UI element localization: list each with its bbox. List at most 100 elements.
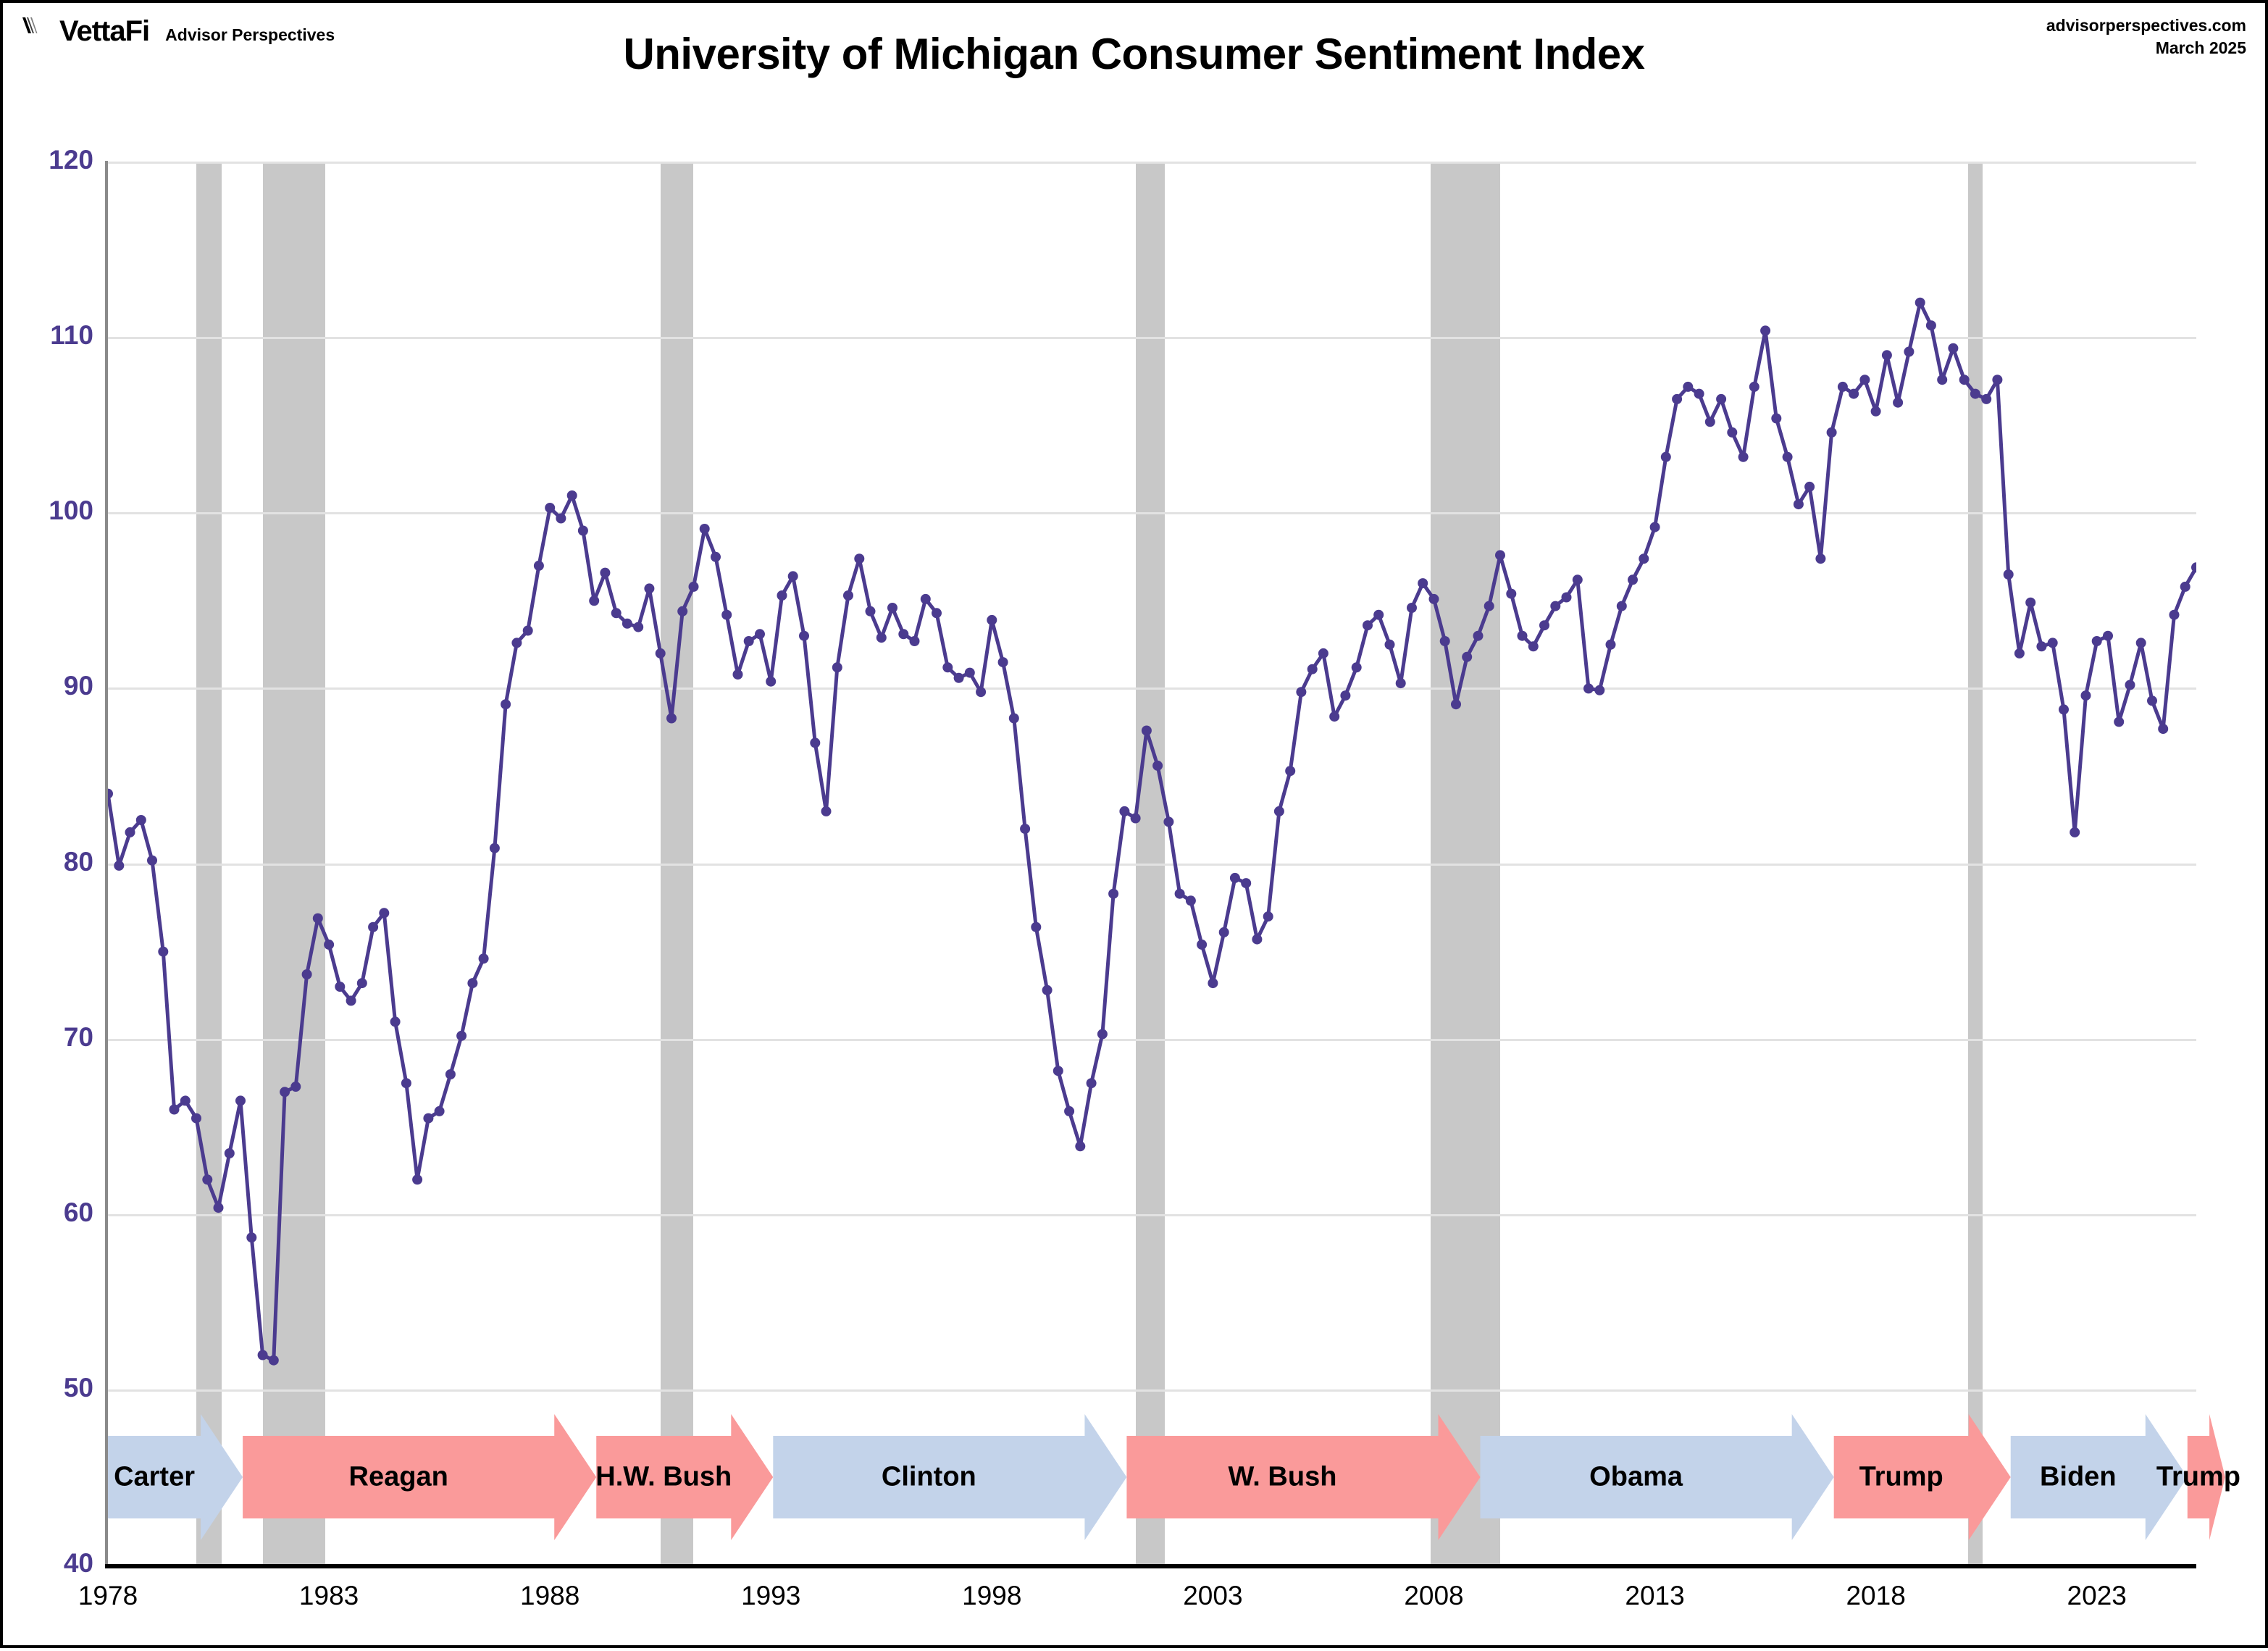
gridline xyxy=(108,1038,2196,1041)
gridline xyxy=(108,863,2196,866)
data-point-marker xyxy=(887,603,897,613)
data-point-marker xyxy=(766,676,777,687)
data-point-marker xyxy=(1208,978,1218,989)
data-point-marker xyxy=(953,672,964,683)
data-point-marker xyxy=(346,995,356,1006)
data-point-marker xyxy=(987,614,997,625)
data-point-marker xyxy=(2103,630,2113,641)
brand-subtitle: Advisor Perspectives xyxy=(165,25,335,44)
data-point-marker xyxy=(489,843,500,853)
data-point-marker xyxy=(1241,878,1252,889)
series-line xyxy=(108,301,2196,1363)
x-axis-tick-label: 2003 xyxy=(1183,1581,1243,1610)
data-point-marker xyxy=(699,524,710,534)
data-point-marker xyxy=(898,629,909,640)
data-point-marker xyxy=(1318,648,1328,659)
data-point-marker xyxy=(180,1095,191,1106)
data-point-marker xyxy=(2025,597,2036,608)
data-point-marker xyxy=(545,503,556,513)
data-point-marker xyxy=(942,662,953,673)
y-axis-tick-label: 100 xyxy=(49,496,93,526)
data-point-marker xyxy=(810,737,821,748)
data-point-marker xyxy=(787,571,798,582)
data-point-marker xyxy=(1981,393,1992,404)
brand-block: VettaFi Advisor Perspectives xyxy=(22,16,335,46)
data-point-marker xyxy=(1959,375,1970,385)
data-point-marker xyxy=(1252,934,1263,945)
data-point-marker xyxy=(1218,927,1229,937)
data-point-marker xyxy=(611,608,622,619)
data-point-marker xyxy=(1042,985,1053,995)
gridline xyxy=(108,512,2196,515)
data-point-marker xyxy=(456,1030,467,1041)
data-point-marker xyxy=(268,1355,279,1366)
data-point-marker xyxy=(324,939,335,950)
y-axis-tick-label: 80 xyxy=(63,846,93,877)
data-point-marker xyxy=(1870,406,1881,417)
gridline xyxy=(108,1389,2196,1392)
data-point-marker xyxy=(777,590,787,601)
data-point-marker xyxy=(125,827,135,837)
data-point-marker xyxy=(976,687,987,698)
y-axis-line xyxy=(105,161,108,1567)
data-point-marker xyxy=(1418,578,1428,589)
sentiment-line-series xyxy=(108,297,2196,1366)
data-point-marker xyxy=(1639,553,1649,564)
data-point-marker xyxy=(445,1069,456,1079)
data-point-marker xyxy=(1495,550,1505,561)
data-point-marker xyxy=(1672,393,1683,404)
data-point-marker xyxy=(1561,592,1572,603)
data-point-marker xyxy=(1363,620,1373,631)
data-point-marker xyxy=(379,908,390,919)
data-point-marker xyxy=(1053,1066,1063,1077)
data-point-marker xyxy=(169,1104,180,1115)
data-point-marker xyxy=(1826,427,1837,438)
data-point-marker xyxy=(1008,713,1019,724)
data-point-marker xyxy=(644,583,655,594)
data-point-marker xyxy=(1760,325,1771,336)
data-point-marker xyxy=(920,593,931,604)
gridline xyxy=(108,162,2196,164)
data-point-marker xyxy=(655,648,666,659)
data-point-marker xyxy=(1108,888,1119,899)
data-point-marker xyxy=(1815,553,1826,564)
data-point-marker xyxy=(997,657,1008,668)
data-point-marker xyxy=(1373,609,1384,620)
data-point-marker xyxy=(1937,375,1948,385)
data-point-marker xyxy=(2080,690,2091,701)
x-axis-line xyxy=(105,1564,2196,1568)
data-point-marker xyxy=(600,567,611,578)
data-point-marker xyxy=(1428,593,1439,604)
data-point-marker xyxy=(1804,481,1815,492)
data-point-marker xyxy=(301,969,312,979)
data-point-marker xyxy=(1771,413,1782,424)
gridline xyxy=(108,687,2196,690)
data-point-marker xyxy=(2158,724,2169,735)
data-point-marker xyxy=(964,667,975,678)
data-point-marker xyxy=(224,1148,235,1158)
data-point-marker xyxy=(1738,451,1749,462)
data-point-marker xyxy=(688,581,699,592)
data-point-marker xyxy=(2003,569,2014,580)
data-point-marker xyxy=(1384,639,1395,650)
data-point-marker xyxy=(1915,297,1925,308)
data-point-marker xyxy=(114,860,125,871)
data-point-marker xyxy=(1197,939,1208,950)
data-point-marker xyxy=(1881,350,1892,361)
publication-date: March 2025 xyxy=(2155,38,2246,58)
data-point-marker xyxy=(401,1078,411,1089)
data-point-marker xyxy=(1020,824,1031,835)
data-point-marker xyxy=(1660,451,1671,462)
data-point-marker xyxy=(2180,581,2190,592)
data-point-marker xyxy=(1130,813,1141,824)
y-axis-tick-label: 90 xyxy=(63,671,93,701)
data-point-marker xyxy=(566,490,577,501)
data-point-marker xyxy=(467,978,478,989)
data-point-marker xyxy=(1185,895,1196,906)
data-point-marker xyxy=(2091,636,2102,646)
x-axis-tick-label: 1993 xyxy=(741,1581,801,1610)
data-point-marker xyxy=(865,606,876,616)
x-axis-tick-label: 1983 xyxy=(298,1581,359,1610)
x-axis-tick-label: 1978 xyxy=(78,1581,138,1610)
